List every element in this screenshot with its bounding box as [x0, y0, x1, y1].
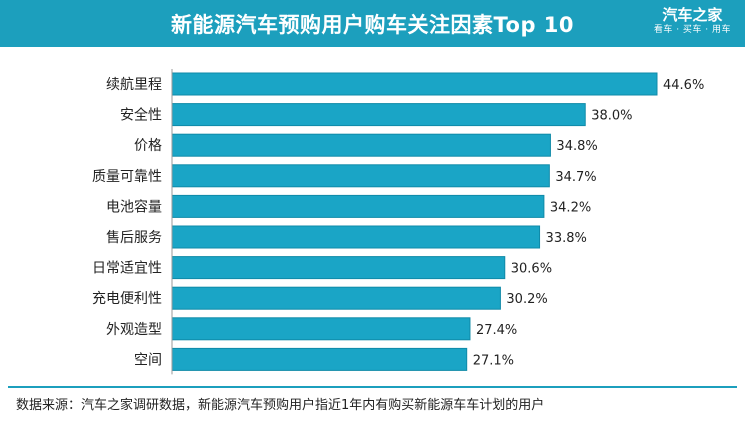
- category-label: 日常适宜性: [92, 261, 162, 277]
- category-label: 充电便利性: [92, 291, 162, 307]
- logo-name: 汽车之家: [662, 6, 723, 24]
- value-label: 44.6%: [663, 78, 704, 93]
- bar: [171, 72, 658, 96]
- category-label: 空间: [134, 352, 162, 368]
- bar: [171, 317, 471, 341]
- data-source-note: 数据来源：汽车之家调研数据，新能源汽车预购用户指近1年内有购买新能源车车计划的用…: [16, 398, 545, 413]
- category-label: 质量可靠性: [92, 169, 162, 185]
- bar: [171, 225, 541, 249]
- value-label: 38.0%: [591, 109, 632, 124]
- category-label: 安全性: [120, 107, 162, 124]
- title-banner: 新能源汽车预购用户购车关注因素Top 10 汽车之家 看车 · 买车 · 用车: [0, 0, 745, 47]
- autohome-logo: 汽车之家 看车 · 买车 · 用车: [654, 6, 731, 36]
- category-label: 售后服务: [106, 230, 162, 246]
- value-label: 27.4%: [476, 323, 517, 338]
- category-label: 价格: [134, 138, 162, 154]
- value-label: 34.7%: [555, 170, 596, 185]
- value-label: 34.2%: [550, 200, 591, 215]
- category-label: 电池容量: [106, 198, 162, 215]
- bar: [171, 133, 551, 157]
- bar: [171, 164, 550, 188]
- category-label: 续航里程: [106, 76, 162, 93]
- value-label: 27.1%: [473, 353, 514, 368]
- bar: [171, 103, 586, 127]
- logo-slogan: 看车 · 买车 · 用车: [653, 25, 731, 35]
- value-label: 33.8%: [546, 231, 587, 246]
- bar: [171, 194, 545, 218]
- category-label: 外观造型: [106, 322, 162, 338]
- value-label: 34.8%: [556, 139, 597, 154]
- bar: [171, 347, 468, 371]
- bar: [171, 286, 501, 310]
- chart-title: 新能源汽车预购用户购车关注因素Top 10: [170, 13, 575, 37]
- footer-divider: [8, 386, 737, 388]
- value-label: 30.6%: [511, 262, 552, 277]
- bar: [171, 256, 506, 280]
- bar-chart: 续航里程 44.6% 安全性 38.0% 价格 34.8% 质量可靠性 34.7% 电池容量 34…: [92, 69, 704, 375]
- value-label: 30.2%: [506, 292, 547, 307]
